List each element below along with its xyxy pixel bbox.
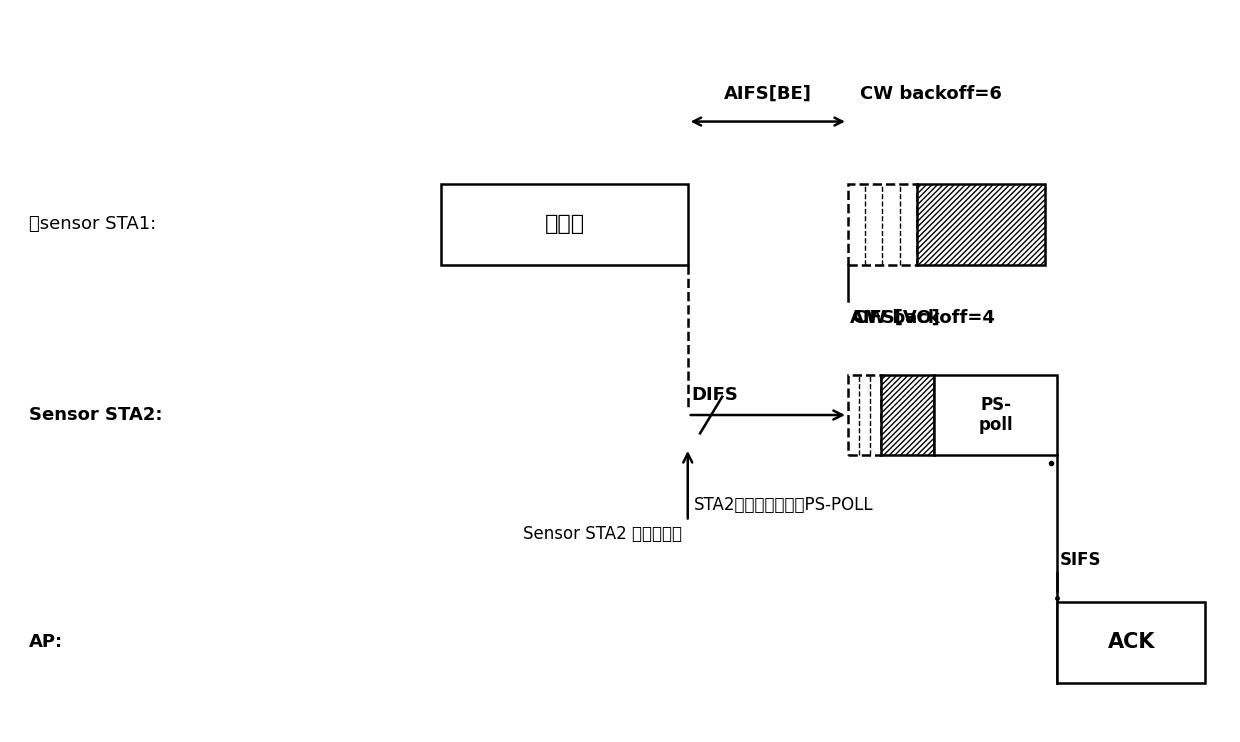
Bar: [441, 184, 688, 265]
Text: CW backoff=6: CW backoff=6: [861, 85, 1002, 103]
Text: Sensor STA2:: Sensor STA2:: [29, 406, 162, 424]
Text: AP:: AP:: [29, 634, 63, 651]
Text: DIFS: DIFS: [692, 386, 738, 404]
Text: ACK: ACK: [1107, 632, 1154, 652]
Text: PS-
poll: PS- poll: [978, 395, 1013, 434]
Text: STA2获得信道，发送PS-POLL: STA2获得信道，发送PS-POLL: [694, 496, 873, 513]
Text: 非sensor STA1:: 非sensor STA1:: [29, 215, 156, 233]
Bar: [848, 184, 916, 265]
Bar: [1058, 602, 1205, 683]
Text: CW backoff=4: CW backoff=4: [853, 309, 994, 327]
Text: AIFS[BE]: AIFS[BE]: [724, 85, 812, 103]
Text: Sensor STA2 在此刻醒来: Sensor STA2 在此刻醒来: [522, 525, 682, 543]
Bar: [880, 375, 934, 456]
Text: 信道忠: 信道忠: [544, 214, 584, 234]
Bar: [934, 375, 1058, 456]
Text: AIFS[VO]: AIFS[VO]: [851, 309, 941, 327]
Text: SIFS: SIFS: [1060, 551, 1101, 569]
Bar: [916, 184, 1045, 265]
Bar: [848, 375, 880, 456]
